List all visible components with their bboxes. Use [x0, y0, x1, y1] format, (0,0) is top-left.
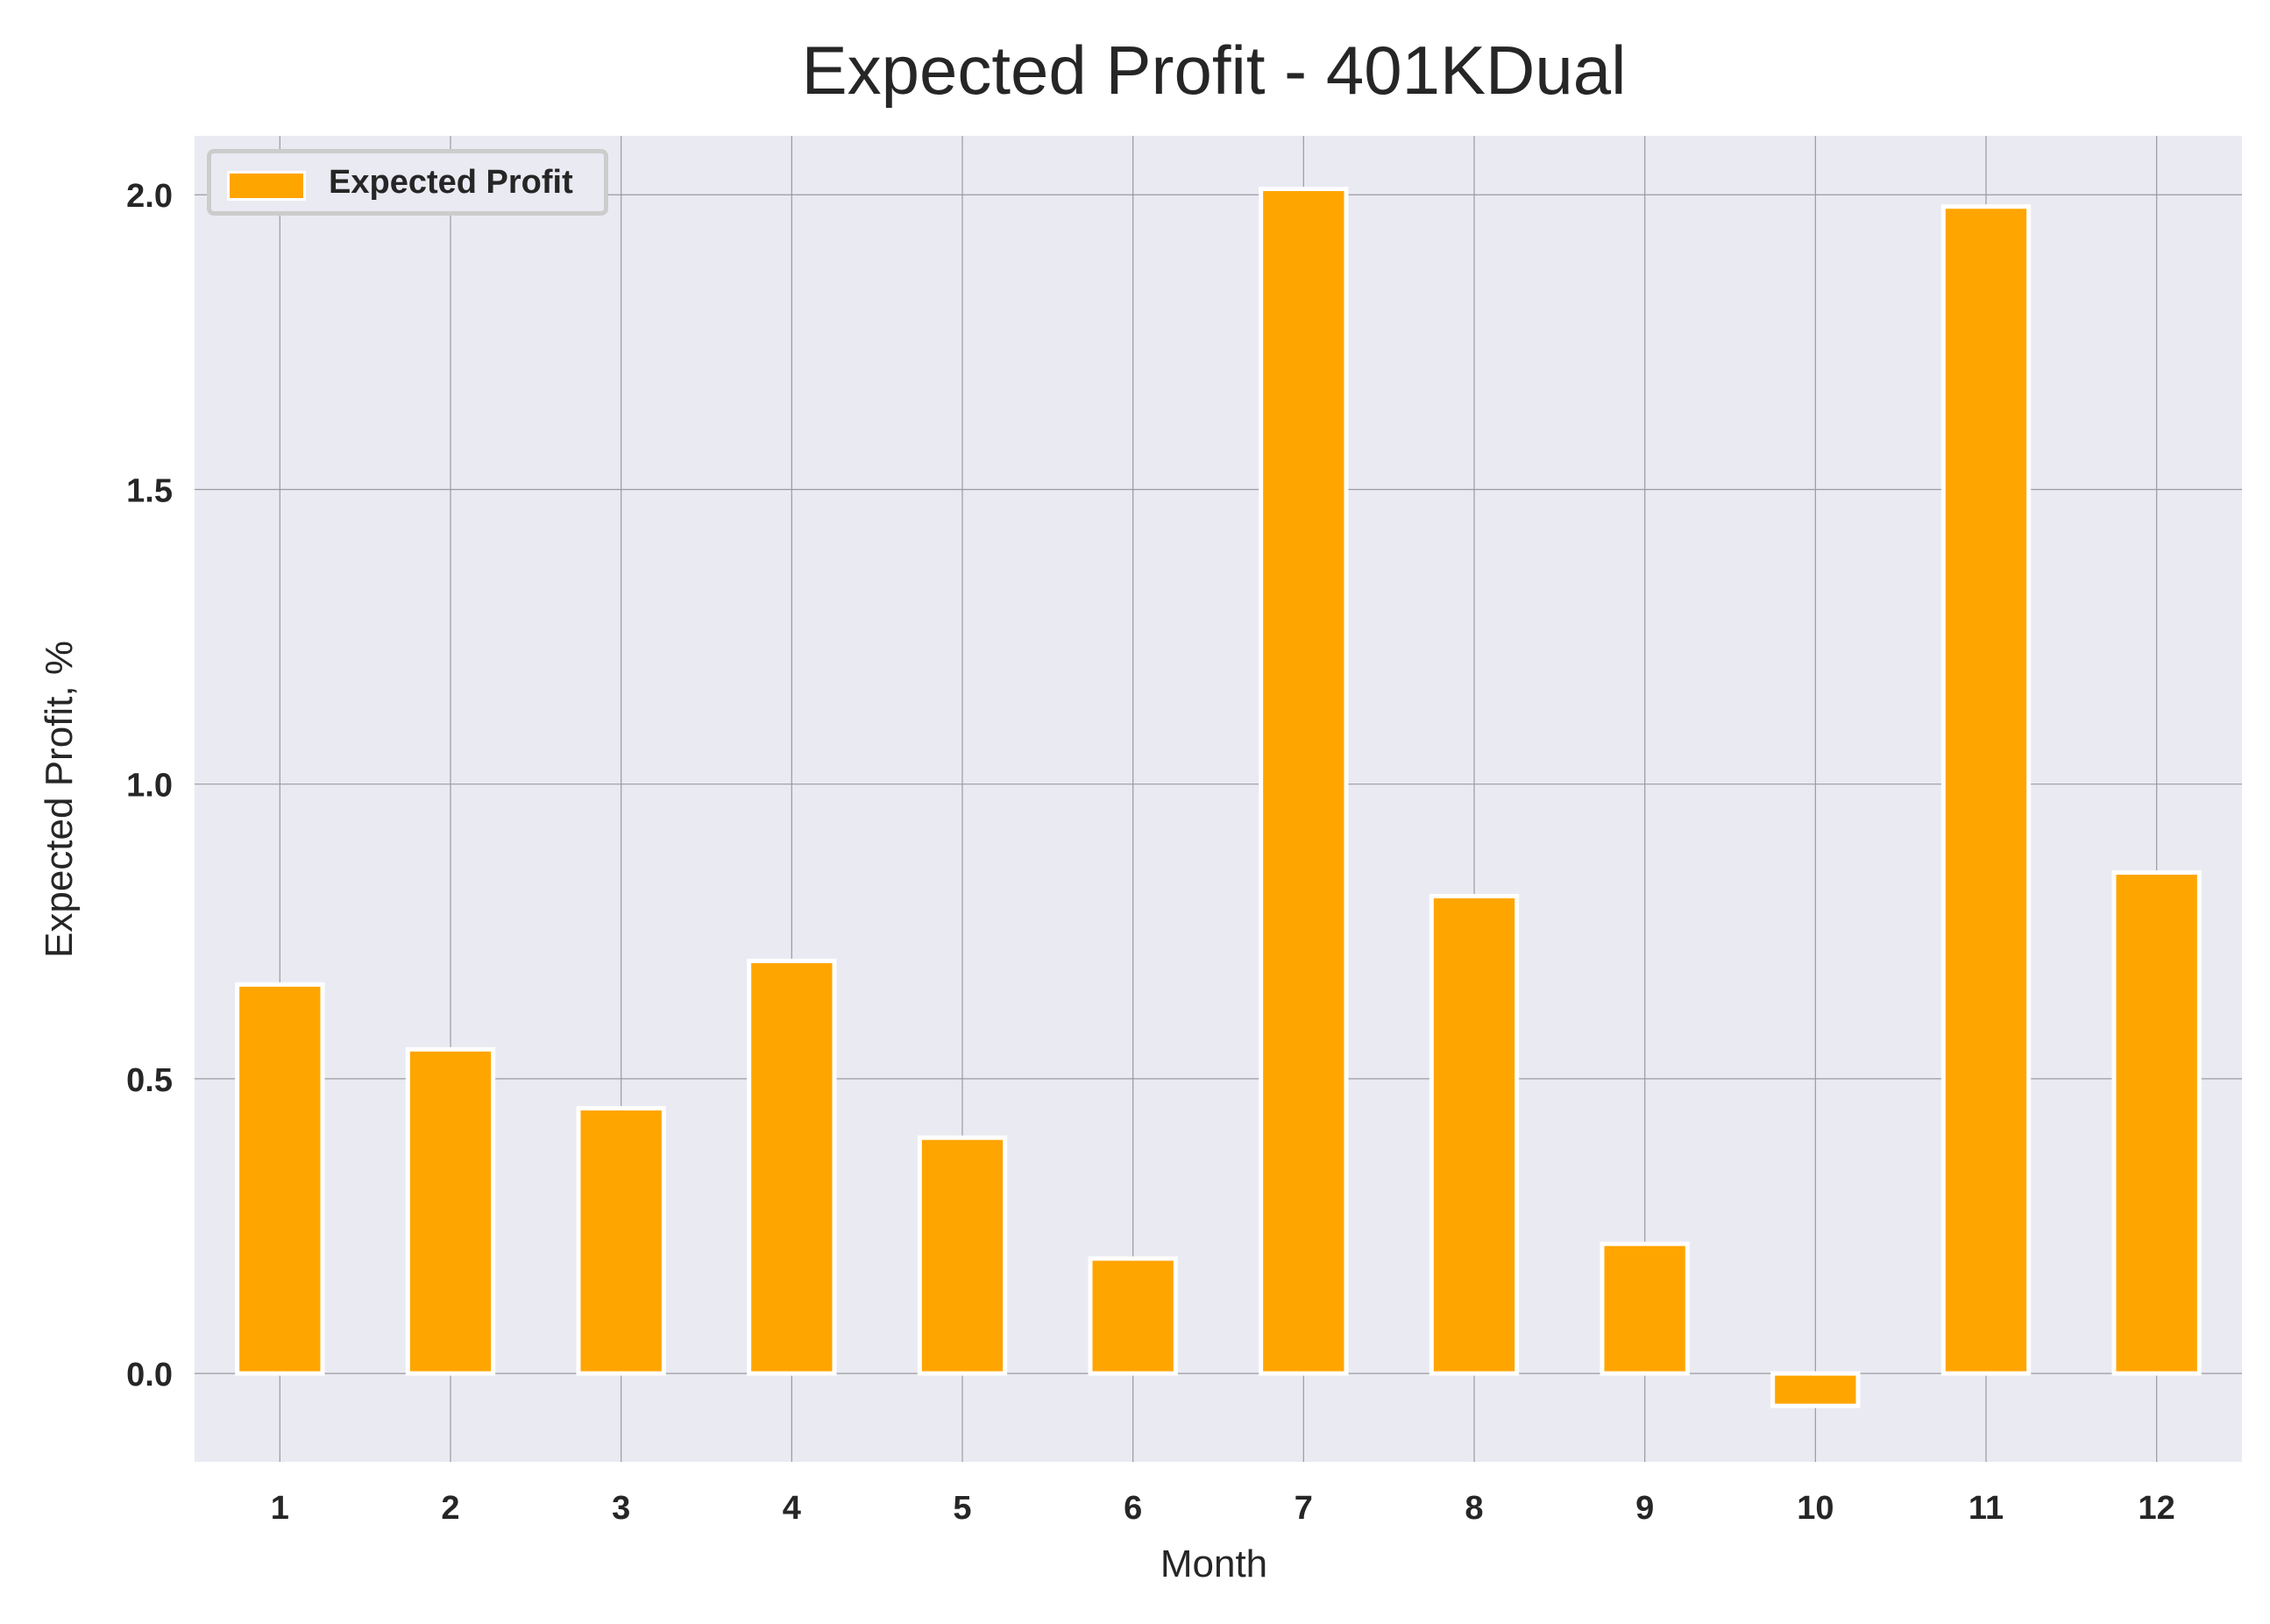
bar	[1770, 1371, 1861, 1408]
x-axis-label: Month	[1160, 1542, 1268, 1585]
x-tick-label: 2	[441, 1490, 459, 1527]
x-tick-label: 10	[1797, 1490, 1834, 1527]
bar	[576, 1106, 666, 1376]
bar	[1088, 1256, 1178, 1376]
legend: Expected Profit	[207, 149, 608, 216]
y-tick-label: 1.0	[126, 768, 173, 805]
y-tick-label: 0.5	[126, 1062, 173, 1099]
bar	[405, 1046, 496, 1376]
legend-label: Expected Profit	[329, 164, 573, 201]
legend-swatch	[227, 171, 306, 201]
y-tick-label: 2.0	[126, 178, 173, 215]
bar	[2111, 870, 2202, 1376]
x-tick-label: 12	[2139, 1490, 2175, 1527]
bar	[747, 958, 837, 1376]
x-tick-label: 8	[1465, 1490, 1483, 1527]
bar	[1940, 204, 2032, 1376]
x-tick-label: 11	[1969, 1490, 2004, 1527]
y-tick-label: 1.5	[126, 472, 173, 509]
chart-title: Expected Profit - 401KDual	[801, 32, 1627, 109]
bar	[1429, 893, 1520, 1376]
bar	[1259, 187, 1349, 1376]
x-tick-label: 6	[1124, 1490, 1142, 1527]
y-axis-label: Expected Profit, %	[38, 641, 81, 958]
x-tick-label: 1	[271, 1490, 289, 1527]
y-tick-label: 0.0	[126, 1357, 173, 1394]
bar	[235, 982, 325, 1376]
plot-area	[195, 136, 2242, 1462]
bar	[1600, 1241, 1690, 1376]
x-tick-label: 5	[953, 1490, 971, 1527]
x-tick-label: 3	[612, 1490, 630, 1527]
bar	[917, 1135, 1008, 1376]
x-tick-label: 9	[1635, 1490, 1654, 1527]
x-tick-label: 4	[783, 1490, 801, 1527]
x-tick-label: 7	[1295, 1490, 1313, 1527]
